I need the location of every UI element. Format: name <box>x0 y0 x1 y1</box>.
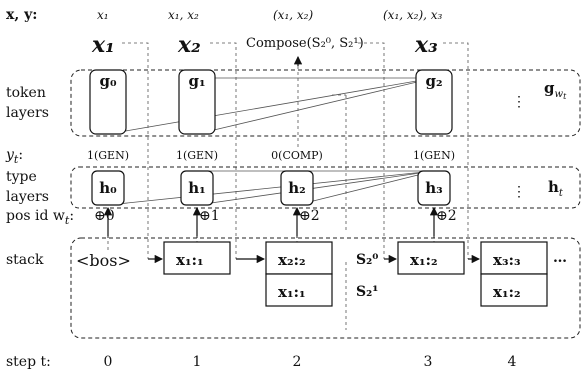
stack-cell-step4-bottom-label: x₁:₂ <box>493 283 521 301</box>
token-node-g2 <box>415 69 453 135</box>
stack-row-label: stack <box>6 252 44 268</box>
type-node-h3 <box>417 170 451 206</box>
type-attn-line <box>196 170 435 206</box>
stack-band <box>70 237 581 339</box>
stack-cell-step2-top <box>265 241 333 275</box>
token-node-g2-label: g₂ <box>425 72 442 90</box>
token-node-g0 <box>89 69 127 135</box>
step-row-label: step t: <box>6 354 51 370</box>
yt-value-3: 1(GEN) <box>413 149 455 162</box>
stack-cell-step3 <box>397 241 465 275</box>
token-node-g0-label: g₀ <box>99 72 116 90</box>
header-input-2: x₁, x₂ <box>168 8 199 22</box>
route-compose-to-stack <box>358 42 385 259</box>
type-layers-label-1: type <box>6 169 37 185</box>
step-4: 4 <box>508 354 517 370</box>
stack-cell-step4-top <box>480 241 548 275</box>
header-input-4: (x₁, x₂), x₃ <box>383 8 443 22</box>
type-node-h3-label: h₃ <box>425 179 442 197</box>
stack-cell-step1 <box>163 241 231 275</box>
xy-row-label: x, y: <box>6 7 37 23</box>
pos-id-row-label: pos id wt: <box>6 208 74 227</box>
stack-bos: <bos> <box>76 251 131 270</box>
stack-cell-step3-label: x₁:₂ <box>410 251 438 269</box>
stack-cell-step4-top-label: x₃:₃ <box>493 251 521 269</box>
route-x2-to-stack <box>210 42 237 259</box>
type-node-h2 <box>280 170 314 206</box>
type-attn-line <box>296 170 435 206</box>
pos-id-3: ⊕2 <box>436 208 457 224</box>
type-ellipsis: ⋮ <box>512 184 526 200</box>
token-layers-label-2: layers <box>6 105 49 121</box>
token-x1: x₁ <box>91 32 115 58</box>
yt-row-label: yt: <box>5 147 23 166</box>
yt-value-1: 1(GEN) <box>176 149 218 162</box>
route-x3-to-stack <box>443 42 469 259</box>
type-layers-band <box>70 166 581 209</box>
route-x1-to-stack <box>122 42 149 259</box>
token-x3: x₃ <box>414 32 438 58</box>
type-node-last: ht <box>548 178 564 199</box>
stack-cell-step1-label: x₁:₁ <box>176 251 204 269</box>
step-3: 3 <box>424 354 433 370</box>
stack-cell-step2-top-label: x₂:₂ <box>278 251 306 269</box>
token-attn-line <box>107 77 435 135</box>
step-0: 0 <box>104 354 113 370</box>
type-node-h1 <box>180 170 214 206</box>
pos-id-1: ⊕1 <box>199 208 220 224</box>
yt-value-2: 0(COMP) <box>271 149 323 162</box>
stack-more: … <box>553 250 567 266</box>
step-2: 2 <box>293 354 302 370</box>
type-node-h0 <box>91 170 125 206</box>
header-input-1: x₁ <box>97 8 109 22</box>
token-node-g1-label: g₁ <box>188 72 205 90</box>
token-layers-label-1: token <box>6 85 46 101</box>
stack-cell-step2-bottom <box>265 273 333 307</box>
stack-label-s21: S₂¹ <box>356 284 378 300</box>
token-x2: x₂ <box>177 32 201 58</box>
token-node-last: gwt <box>544 79 567 101</box>
token-ellipsis: ⋮ <box>512 94 526 110</box>
type-layers-label-2: layers <box>6 189 49 205</box>
type-node-h0-label: h₀ <box>99 179 117 197</box>
compose-label: Compose(S₂⁰, S₂¹) <box>246 36 364 51</box>
token-layers-band <box>70 69 581 137</box>
pos-id-2: ⊕2 <box>299 208 320 224</box>
type-node-h1-label: h₁ <box>188 179 205 197</box>
step-1: 1 <box>193 354 202 370</box>
stack-cell-step4-bottom <box>480 273 548 307</box>
pos-id-0: ⊕0 <box>94 208 115 224</box>
stack-label-s20: S₂⁰ <box>356 252 378 268</box>
stack-cell-step2-bottom-label: x₁:₁ <box>278 283 306 301</box>
yt-value-0: 1(GEN) <box>87 149 129 162</box>
header-input-3: (x₁, x₂) <box>273 8 313 22</box>
token-node-g1 <box>178 69 216 135</box>
token-attn-line <box>196 77 435 135</box>
type-node-h2-label: h₂ <box>288 179 305 197</box>
type-attn-line <box>107 170 435 206</box>
